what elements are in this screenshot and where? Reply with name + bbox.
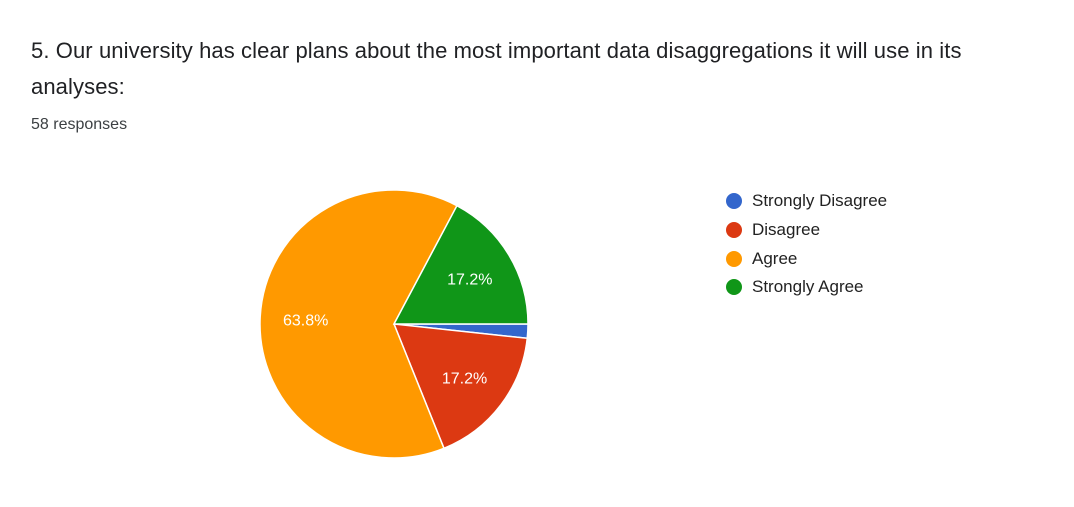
pie-label-strongly-agree: 17.2% xyxy=(447,271,492,288)
pie-label-agree: 63.8% xyxy=(283,312,328,329)
pie-slice-agree[interactable] xyxy=(259,189,458,459)
legend-label-strongly-agree: Strongly Agree xyxy=(752,277,864,297)
pie-slices xyxy=(259,189,529,459)
legend-swatch-agree xyxy=(726,250,742,267)
legend-label-disagree: Disagree xyxy=(752,220,821,240)
legend-item-strongly-agree[interactable]: Strongly Agree xyxy=(726,273,887,302)
pie-slice-strongly-agree[interactable] xyxy=(392,204,529,325)
legend-item-agree[interactable]: Agree xyxy=(726,244,887,273)
question-title: 5. Our university has clear plans about … xyxy=(31,38,962,99)
response-count: 58 responses xyxy=(31,116,128,133)
legend-item-disagree[interactable]: Disagree xyxy=(726,216,887,245)
pie-slice-disagree[interactable] xyxy=(392,323,529,450)
chart-legend: Strongly Disagree Disagree Agree Strongly A… xyxy=(726,187,887,302)
legend-label-strongly-disagree: Strongly Disagree xyxy=(752,191,888,211)
legend-swatch-strongly-agree xyxy=(726,279,742,296)
pie-label-disagree: 17.2% xyxy=(442,370,487,387)
legend-swatch-disagree xyxy=(726,222,742,239)
legend-swatch-strongly-disagree xyxy=(726,193,742,210)
pie-labels: 17.2% 63.8% 17.2% xyxy=(283,271,493,387)
legend-label-agree: Agree xyxy=(752,248,798,268)
legend-item-strongly-disagree[interactable]: Strongly Disagree xyxy=(726,187,887,216)
